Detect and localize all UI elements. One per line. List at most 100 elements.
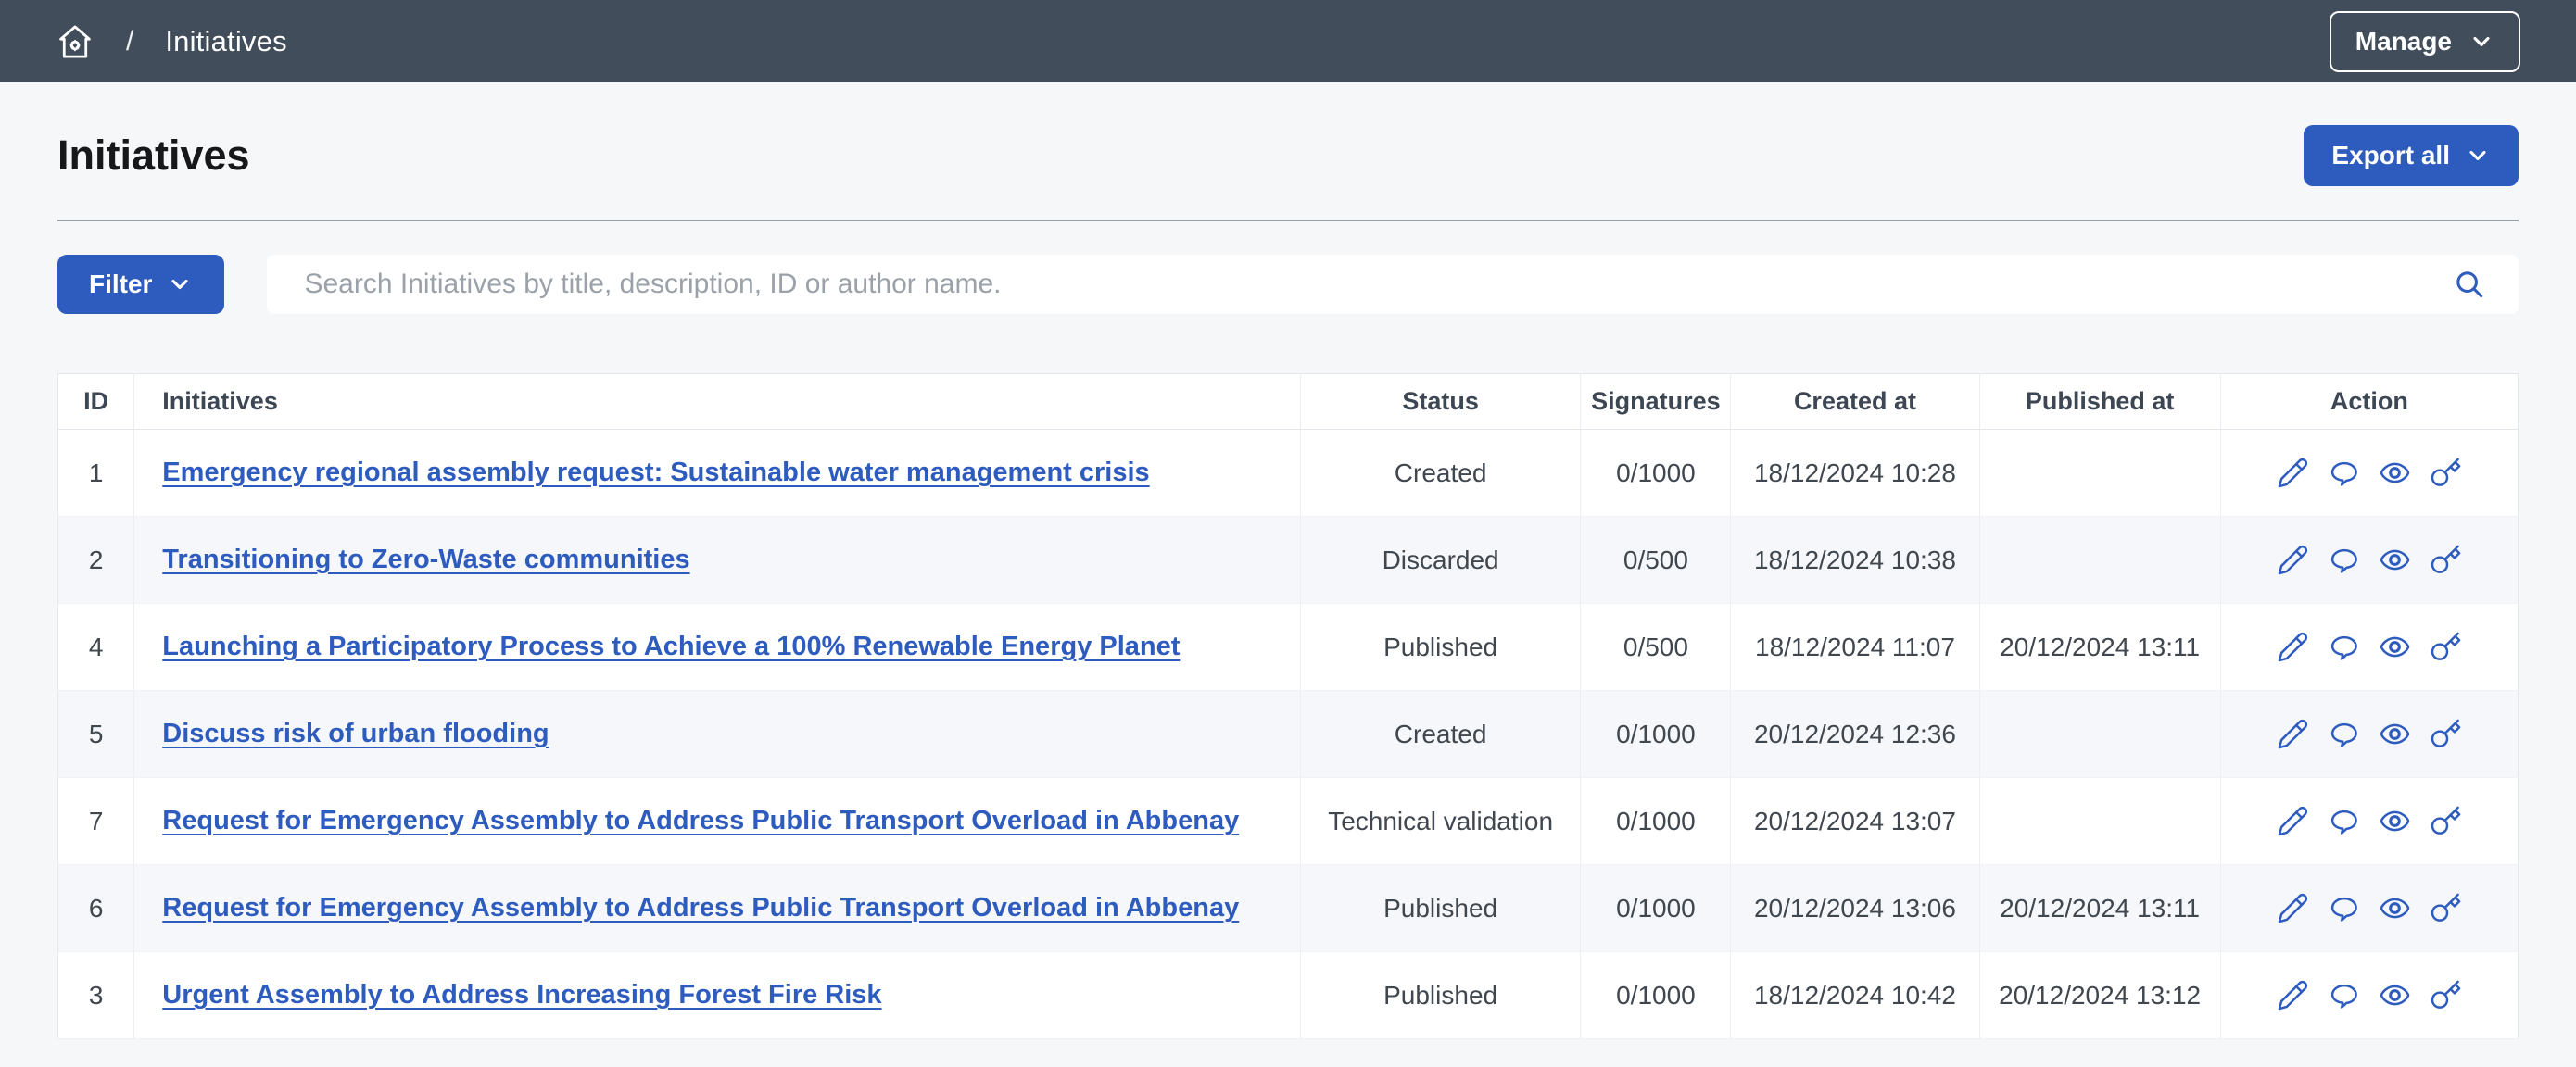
preview-button[interactable] bbox=[2379, 457, 2411, 489]
answer-icon bbox=[2328, 457, 2360, 489]
preview-button[interactable] bbox=[2379, 718, 2411, 750]
answer-button[interactable] bbox=[2328, 544, 2360, 576]
edit-icon bbox=[2277, 457, 2309, 489]
initiative-link[interactable]: Request for Emergency Assembly to Addres… bbox=[162, 893, 1240, 923]
preview-button[interactable] bbox=[2379, 631, 2411, 663]
initiative-actions-cell bbox=[2220, 429, 2519, 517]
preview-icon bbox=[2379, 892, 2411, 924]
breadcrumb-current[interactable]: Initiatives bbox=[165, 24, 287, 57]
search-input[interactable] bbox=[267, 255, 2519, 314]
answer-button[interactable] bbox=[2328, 805, 2360, 837]
initiative-signatures: 0/500 bbox=[1580, 516, 1732, 604]
edit-button[interactable] bbox=[2277, 892, 2309, 924]
initiative-actions-cell bbox=[2220, 951, 2519, 1039]
action-buttons bbox=[2222, 457, 2517, 489]
initiative-published-at: 20/12/2024 13:11 bbox=[1979, 603, 2221, 691]
filter-button-label: Filter bbox=[89, 270, 153, 298]
edit-icon bbox=[2277, 718, 2309, 750]
initiative-id: 5 bbox=[57, 690, 135, 778]
table-row: 5 Discuss risk of urban flooding Created 0/… bbox=[57, 690, 2519, 778]
initiative-actions-cell bbox=[2220, 864, 2519, 952]
preview-button[interactable] bbox=[2379, 805, 2411, 837]
permissions-button[interactable] bbox=[2430, 805, 2462, 837]
initiative-title-cell: Emergency regional assembly request: Sus… bbox=[133, 429, 1301, 517]
initiative-signatures: 0/500 bbox=[1580, 603, 1732, 691]
initiative-title-cell: Request for Emergency Assembly to Addres… bbox=[133, 777, 1301, 865]
initiative-id: 6 bbox=[57, 864, 135, 952]
initiative-link[interactable]: Discuss risk of urban flooding bbox=[162, 719, 549, 748]
initiative-created-at: 20/12/2024 12:36 bbox=[1730, 690, 1980, 778]
initiative-actions-cell bbox=[2220, 690, 2519, 778]
table-row: 4 Launching a Participatory Process to Ac… bbox=[57, 603, 2519, 691]
initiative-status: Created bbox=[1300, 429, 1582, 517]
permissions-button[interactable] bbox=[2430, 457, 2462, 489]
initiatives-table: ID Initiatives Status Signatures Created at P… bbox=[57, 373, 2519, 1039]
initiative-status: Published bbox=[1300, 864, 1582, 952]
initiative-id: 2 bbox=[57, 516, 135, 604]
edit-button[interactable] bbox=[2277, 631, 2309, 663]
answer-button[interactable] bbox=[2328, 718, 2360, 750]
column-header-created-at: Created at bbox=[1730, 373, 1980, 430]
edit-button[interactable] bbox=[2277, 544, 2309, 576]
permissions-button[interactable] bbox=[2430, 979, 2462, 1011]
edit-icon bbox=[2277, 544, 2309, 576]
breadcrumb: / Initiatives bbox=[56, 22, 287, 61]
initiative-link[interactable]: Launching a Participatory Process to Ach… bbox=[162, 632, 1181, 661]
initiative-title-cell: Request for Emergency Assembly to Addres… bbox=[133, 864, 1301, 952]
initiative-signatures: 0/1000 bbox=[1580, 429, 1732, 517]
initiative-created-at: 18/12/2024 11:07 bbox=[1730, 603, 1980, 691]
initiative-created-at: 20/12/2024 13:07 bbox=[1730, 777, 1980, 865]
initiative-title-cell: Urgent Assembly to Address Increasing Fo… bbox=[133, 951, 1301, 1039]
answer-icon bbox=[2328, 544, 2360, 576]
preview-button[interactable] bbox=[2379, 544, 2411, 576]
action-buttons bbox=[2222, 544, 2517, 576]
permissions-icon bbox=[2430, 631, 2462, 663]
filter-button[interactable]: Filter bbox=[57, 255, 225, 314]
edit-button[interactable] bbox=[2277, 979, 2309, 1011]
permissions-button[interactable] bbox=[2430, 718, 2462, 750]
home-icon[interactable] bbox=[56, 22, 95, 61]
column-header-published-at: Published at bbox=[1979, 373, 2221, 430]
initiative-link[interactable]: Urgent Assembly to Address Increasing Fo… bbox=[162, 980, 882, 1010]
initiative-id: 3 bbox=[57, 951, 135, 1039]
initiative-link[interactable]: Emergency regional assembly request: Sus… bbox=[162, 458, 1150, 487]
initiative-link[interactable]: Transitioning to Zero-Waste communities bbox=[162, 545, 690, 574]
preview-icon bbox=[2379, 805, 2411, 837]
initiative-published-at: 20/12/2024 13:12 bbox=[1979, 951, 2221, 1039]
table-row: 2 Transitioning to Zero-Waste communities… bbox=[57, 516, 2519, 604]
chevron-down-icon bbox=[2469, 150, 2486, 161]
edit-button[interactable] bbox=[2277, 457, 2309, 489]
permissions-button[interactable] bbox=[2430, 631, 2462, 663]
preview-icon bbox=[2379, 457, 2411, 489]
edit-button[interactable] bbox=[2277, 718, 2309, 750]
table-row: 3 Urgent Assembly to Address Increasing F… bbox=[57, 951, 2519, 1039]
edit-icon bbox=[2277, 631, 2309, 663]
answer-button[interactable] bbox=[2328, 979, 2360, 1011]
action-buttons bbox=[2222, 631, 2517, 663]
edit-button[interactable] bbox=[2277, 805, 2309, 837]
initiative-published-at bbox=[1979, 429, 2221, 517]
export-all-button[interactable]: Export all bbox=[2304, 125, 2519, 186]
initiative-link[interactable]: Request for Emergency Assembly to Addres… bbox=[162, 806, 1240, 835]
preview-button[interactable] bbox=[2379, 979, 2411, 1011]
initiative-id: 1 bbox=[57, 429, 135, 517]
answer-button[interactable] bbox=[2328, 631, 2360, 663]
permissions-button[interactable] bbox=[2430, 892, 2462, 924]
search-icon[interactable] bbox=[2452, 267, 2487, 302]
initiative-status: Technical validation bbox=[1300, 777, 1582, 865]
initiative-published-at bbox=[1979, 777, 2221, 865]
initiative-title-cell: Launching a Participatory Process to Ach… bbox=[133, 603, 1301, 691]
initiative-published-at bbox=[1979, 690, 2221, 778]
answer-button[interactable] bbox=[2328, 892, 2360, 924]
manage-button[interactable]: Manage bbox=[2329, 10, 2520, 72]
answer-icon bbox=[2328, 979, 2360, 1011]
permissions-button[interactable] bbox=[2430, 544, 2462, 576]
initiative-title-cell: Discuss risk of urban flooding bbox=[133, 690, 1301, 778]
permissions-icon bbox=[2430, 979, 2462, 1011]
chevron-down-icon bbox=[2473, 36, 2490, 46]
initiative-title-cell: Transitioning to Zero-Waste communities bbox=[133, 516, 1301, 604]
permissions-icon bbox=[2430, 457, 2462, 489]
answer-button[interactable] bbox=[2328, 457, 2360, 489]
preview-button[interactable] bbox=[2379, 892, 2411, 924]
initiative-status: Discarded bbox=[1300, 516, 1582, 604]
